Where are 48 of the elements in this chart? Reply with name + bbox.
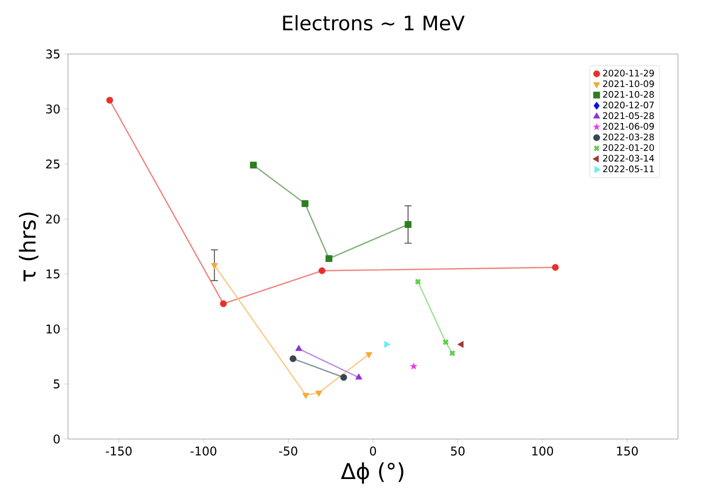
y-tick-label: 35 [46, 49, 60, 59]
point [457, 340, 464, 348]
point [384, 340, 390, 348]
point [220, 300, 227, 308]
legend-label: 2021-06-09 [603, 122, 654, 130]
point [315, 390, 322, 397]
point [318, 267, 326, 274]
legend-label: 2022-01-20 [603, 144, 654, 151]
point [552, 264, 559, 271]
point [414, 278, 422, 285]
legend-label: 2022-03-14 [603, 154, 654, 162]
y-tick-label: 5 [54, 380, 60, 388]
point [210, 263, 218, 270]
x-tick-label: 50 [451, 446, 465, 456]
point [302, 392, 310, 399]
point [250, 162, 257, 168]
legend-label: 2021-10-09 [603, 80, 654, 88]
point [442, 338, 449, 346]
chart-title: Electrons ∼ 1 MeV [283, 15, 465, 30]
y-tick-label: 0 [54, 434, 60, 444]
y-axis-title: τ (hrs) [18, 212, 38, 282]
y-tick-label: 25 [46, 159, 60, 169]
x-tick-label: 150 [617, 446, 638, 456]
x-tick-label: -150 [106, 446, 132, 456]
point [365, 352, 372, 358]
point [302, 200, 308, 207]
y-tick-label: 30 [46, 104, 60, 114]
legend-label: 2020-12-07 [603, 102, 654, 108]
point [404, 221, 412, 228]
y-tick-label: 20 [46, 214, 60, 224]
y-tick-label: 10 [46, 324, 60, 334]
legend-label: 2021-05-28 [603, 112, 654, 120]
point [326, 255, 332, 262]
point [410, 362, 418, 370]
x-tick-label: 100 [532, 446, 554, 456]
x-axis-title: Δϕ (°) [340, 462, 404, 484]
legend-label: 2022-03-28 [603, 134, 654, 140]
point [290, 355, 296, 362]
legend-label: 2021-10-28 [603, 91, 654, 98]
x-tick-label: -100 [190, 446, 216, 456]
point [106, 96, 114, 104]
point [449, 350, 456, 356]
x-tick-label: 0 [370, 446, 376, 456]
legend-label: 2022-05-11 [603, 165, 654, 172]
point [340, 374, 348, 381]
y-tick-label: 15 [46, 270, 60, 278]
x-tick-label: -50 [279, 446, 298, 456]
legend-label: 2020-11-29 [603, 70, 654, 77]
